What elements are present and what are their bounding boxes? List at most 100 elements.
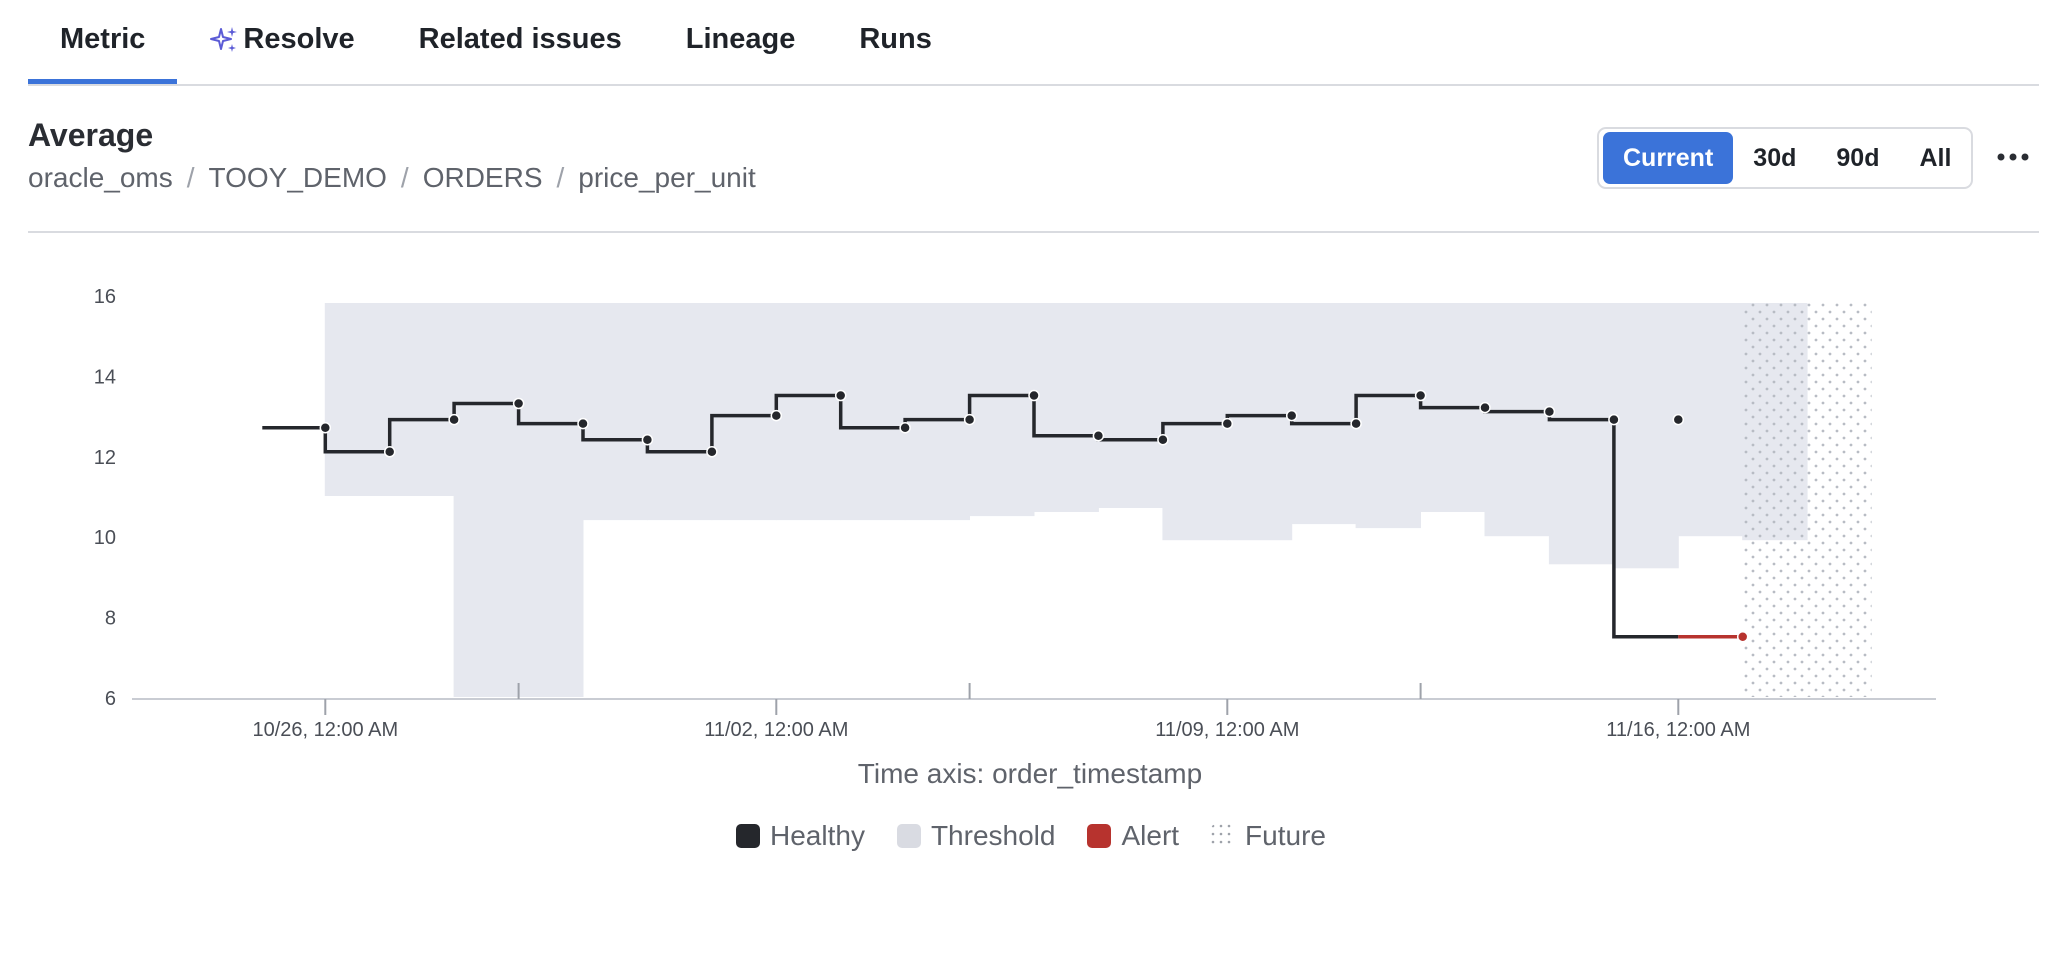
threshold-segment: [324, 303, 391, 496]
healthy-point: [1285, 409, 1298, 422]
range-90d-button[interactable]: 90d: [1836, 143, 1880, 172]
legend-label: Future: [1245, 820, 1326, 851]
tab-related-issues[interactable]: Related issues: [387, 2, 654, 84]
threshold-segment: [1226, 303, 1293, 541]
threshold-segment: [1613, 303, 1679, 569]
y-tick-label: 8: [105, 608, 116, 630]
range-all-button[interactable]: All: [1919, 143, 1952, 172]
threshold-segment: [453, 303, 519, 697]
healthy-point: [770, 409, 783, 422]
breadcrumb-item-column[interactable]: price_per_unit: [578, 162, 756, 193]
tab-runs[interactable]: Runs: [827, 2, 964, 84]
chart-legend: Healthy Threshold Alert Future: [0, 820, 2062, 852]
healthy-point: [706, 446, 718, 458]
healthy-point: [1672, 413, 1685, 426]
future-region-fill: [1742, 303, 1872, 697]
threshold-band: [324, 303, 1808, 697]
sparkles-icon: [209, 25, 239, 55]
range-current-button[interactable]: Current: [1603, 132, 1734, 184]
legend-item-threshold[interactable]: Threshold: [896, 820, 1056, 852]
x-tick-label: 11/09, 12:00 AM: [1155, 719, 1299, 740]
threshold-segment: [1355, 303, 1421, 529]
legend-swatch-healthy: [736, 824, 761, 848]
chart-axes: 6 8 10 12 14 16 10/26, 12:00 AM 11/02, 12:00 AM…: [94, 286, 1936, 740]
alert-point: [1736, 630, 1749, 643]
healthy-point: [899, 421, 911, 434]
legend-swatch-future: [1211, 824, 1236, 848]
healthy-point: [383, 446, 396, 458]
y-tick-label: 12: [94, 447, 116, 469]
healthy-point: [1157, 433, 1169, 446]
healthy-point: [1543, 405, 1556, 418]
tab-label: Metric: [60, 23, 146, 55]
threshold-segment: [969, 303, 1035, 517]
healthy-point: [448, 413, 460, 426]
metric-chart: 6 8 10 12 14 16 10/26, 12:00 AM 11/02, 12:00 AM…: [94, 286, 1936, 740]
legend-label: Healthy: [770, 820, 865, 851]
threshold-segment: [1677, 303, 1744, 537]
tab-label: Runs: [859, 23, 932, 55]
y-tick-label: 10: [94, 527, 116, 549]
threshold-segment: [1033, 303, 1099, 512]
x-axis-title-text: Time axis: order_timestamp: [857, 758, 1203, 789]
healthy-point: [1350, 417, 1362, 430]
healthy-point: [963, 413, 976, 426]
breadcrumb-separator: /: [186, 162, 195, 193]
x-tick-label: 10/26, 12:00 AM: [252, 719, 398, 740]
x-tick-label: 11/16, 12:00 AM: [1606, 719, 1750, 740]
breadcrumb-item-table[interactable]: ORDERS: [422, 162, 543, 193]
range-30d-button[interactable]: 30d: [1753, 143, 1797, 172]
threshold-segment: [1548, 303, 1615, 565]
threshold-segment: [582, 303, 648, 521]
tab-resolve[interactable]: Resolve: [177, 2, 386, 84]
x-axis-title: Time axis: order_timestamp: [0, 758, 2062, 790]
legend-item-healthy[interactable]: Healthy: [736, 820, 865, 852]
tab-metric[interactable]: Metric: [28, 2, 178, 84]
tab-label: Resolve: [243, 23, 355, 55]
threshold-segment: [646, 303, 713, 521]
x-tick-label: 11/02, 12:00 AM: [704, 719, 848, 740]
more-horizontal-icon[interactable]: [1996, 140, 2030, 174]
legend-item-future[interactable]: Future: [1211, 820, 1326, 852]
breadcrumb: oracle_oms / TOOY_DEMO / ORDERS / price_…: [28, 162, 756, 194]
threshold-segment: [904, 303, 970, 521]
legend-item-alert[interactable]: Alert: [1087, 820, 1179, 852]
tab-label: Lineage: [685, 23, 796, 55]
breadcrumb-separator: /: [400, 162, 409, 193]
y-tick-label: 14: [94, 366, 116, 388]
future-region: [1742, 303, 1872, 697]
threshold-segment: [1097, 303, 1164, 508]
threshold-segment: [518, 303, 584, 697]
legend-swatch-alert: [1087, 824, 1112, 848]
breadcrumb-item-source[interactable]: oracle_oms: [28, 162, 173, 193]
tab-label: Related issues: [418, 23, 622, 55]
healthy-point: [1608, 413, 1620, 426]
threshold-segment: [1484, 303, 1550, 537]
threshold-segment: [775, 303, 842, 521]
time-range-selector: Current 30d 90d All: [1597, 127, 1973, 189]
legend-label: Alert: [1121, 820, 1180, 851]
threshold-segment: [711, 303, 777, 521]
y-tick-label: 6: [105, 688, 116, 710]
healthy-point: [1414, 389, 1427, 402]
healthy-point: [319, 421, 332, 434]
threshold-segment: [1291, 303, 1357, 525]
tab-lineage[interactable]: Lineage: [654, 2, 828, 84]
threshold-segment: [840, 303, 906, 521]
breadcrumb-separator: /: [556, 162, 565, 193]
header-divider: [28, 231, 2039, 233]
tab-bar: Metric Resolve Related issues Lineage Ru…: [28, 0, 2039, 86]
page-title: Average: [28, 117, 154, 153]
legend-swatch-threshold: [896, 824, 921, 848]
healthy-point: [1221, 417, 1234, 430]
healthy-point: [641, 433, 654, 446]
legend-label: Threshold: [930, 820, 1056, 851]
breadcrumb-item-schema[interactable]: TOOY_DEMO: [208, 162, 387, 193]
healthy-point: [1479, 401, 1491, 414]
y-tick-label: 16: [94, 286, 116, 308]
healthy-point: [512, 397, 525, 410]
healthy-point: [1092, 429, 1105, 442]
chart-points: [319, 389, 1749, 643]
healthy-point: [577, 417, 589, 430]
healthy-point: [1028, 389, 1040, 402]
